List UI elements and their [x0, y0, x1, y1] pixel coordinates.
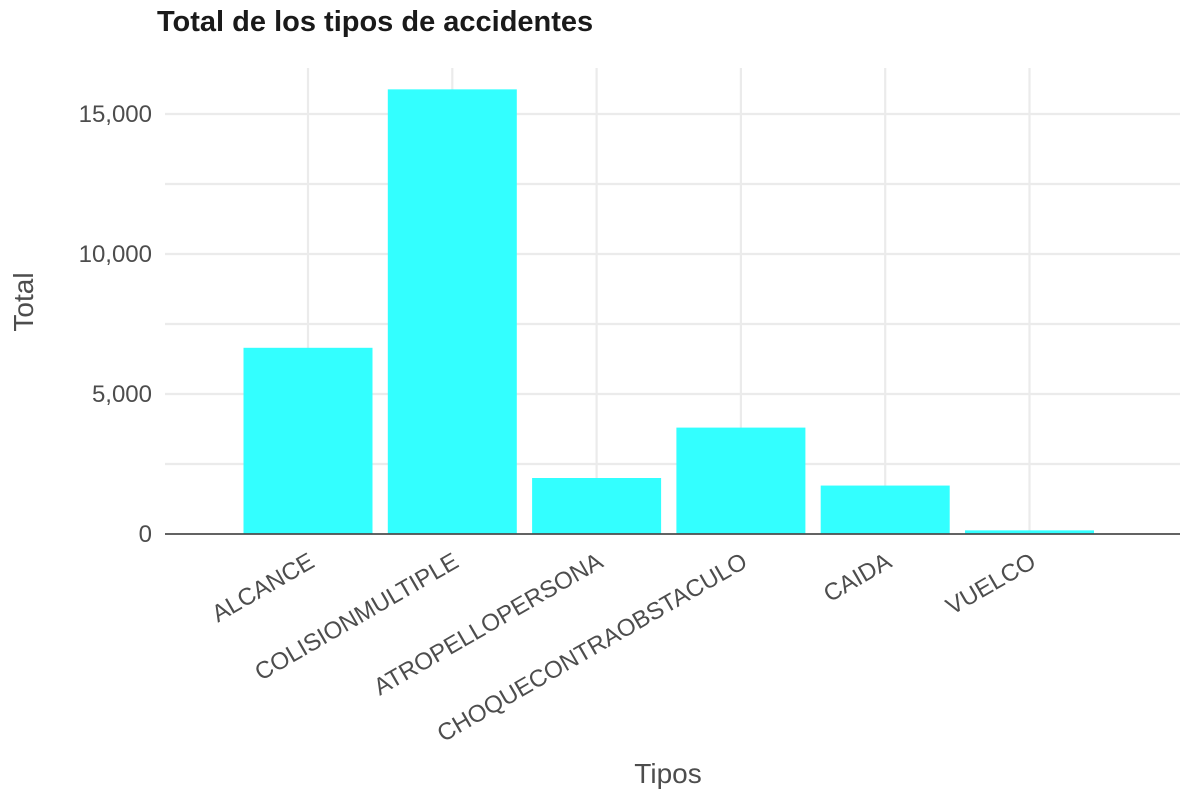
bar-vuelco [965, 530, 1094, 534]
bar-atropellopersona [532, 478, 662, 534]
y-tick-label: 0 [139, 521, 152, 548]
bar-choquecontraobstaculo [676, 427, 806, 534]
bar-colisionmultiple [387, 89, 517, 535]
y-tick-label: 10,000 [79, 241, 152, 268]
x-tick-label: VUELCO [942, 548, 1041, 621]
x-tick-label: ALCANCE [207, 548, 319, 628]
y-tick-label: 5,000 [92, 381, 152, 408]
x-tick-label: ATROPELLOPERSONA [369, 548, 607, 701]
x-tick-labels: ALCANCECOLISIONMULTIPLEATROPELLOPERSONAC… [207, 548, 1040, 748]
bars [243, 89, 1094, 535]
x-tick-label: CAIDA [819, 548, 896, 608]
chart-title: Total de los tipos de accidentes [157, 6, 593, 38]
y-axis-title: Total [8, 272, 39, 331]
x-axis-title: Tipos [634, 758, 701, 789]
bar-caida [820, 485, 950, 534]
bar-alcance [243, 347, 373, 534]
y-tick-label: 15,000 [79, 101, 152, 128]
y-tick-labels: 0 5,000 10,000 15,000 [79, 101, 152, 548]
